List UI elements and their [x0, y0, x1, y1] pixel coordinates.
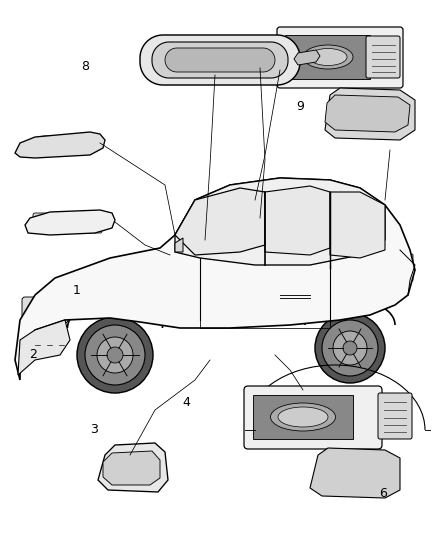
Ellipse shape [303, 45, 353, 69]
FancyBboxPatch shape [22, 297, 68, 323]
FancyBboxPatch shape [366, 36, 400, 78]
FancyBboxPatch shape [378, 393, 412, 439]
Ellipse shape [30, 136, 60, 154]
FancyBboxPatch shape [33, 213, 69, 233]
Text: 9: 9 [296, 100, 304, 113]
Polygon shape [103, 451, 160, 485]
Polygon shape [175, 238, 183, 252]
Polygon shape [15, 132, 105, 158]
Polygon shape [25, 210, 115, 235]
Circle shape [343, 341, 357, 355]
FancyBboxPatch shape [70, 213, 102, 233]
Polygon shape [265, 186, 330, 255]
Circle shape [315, 313, 385, 383]
Polygon shape [15, 178, 415, 380]
FancyBboxPatch shape [113, 456, 157, 482]
Circle shape [77, 317, 153, 393]
Polygon shape [175, 178, 385, 265]
Bar [285, 35, 370, 79]
FancyBboxPatch shape [38, 216, 63, 230]
Ellipse shape [337, 461, 379, 486]
Ellipse shape [271, 403, 336, 431]
Polygon shape [294, 50, 320, 65]
Polygon shape [330, 192, 385, 258]
Polygon shape [165, 48, 275, 72]
Polygon shape [98, 443, 168, 492]
Polygon shape [18, 320, 70, 375]
Polygon shape [310, 448, 400, 498]
Polygon shape [175, 188, 265, 255]
Ellipse shape [309, 49, 347, 66]
Text: 2: 2 [29, 348, 37, 361]
Text: 4: 4 [182, 396, 190, 409]
Circle shape [107, 347, 123, 363]
Text: 6: 6 [379, 487, 387, 499]
Bar [253, 395, 353, 439]
Ellipse shape [351, 102, 389, 124]
Ellipse shape [357, 106, 383, 120]
FancyBboxPatch shape [244, 386, 382, 449]
FancyBboxPatch shape [277, 27, 403, 88]
FancyBboxPatch shape [74, 216, 95, 230]
Ellipse shape [278, 407, 328, 427]
Text: 3: 3 [90, 423, 98, 435]
FancyBboxPatch shape [401, 254, 413, 281]
Circle shape [333, 331, 367, 365]
Circle shape [85, 325, 145, 385]
Circle shape [322, 320, 378, 376]
Polygon shape [325, 88, 415, 140]
Ellipse shape [67, 136, 89, 150]
Polygon shape [140, 35, 300, 85]
Circle shape [97, 337, 133, 373]
Text: 8: 8 [81, 60, 89, 73]
Polygon shape [152, 42, 288, 78]
Ellipse shape [343, 464, 373, 481]
Ellipse shape [312, 292, 318, 300]
Polygon shape [325, 95, 410, 132]
Text: 1: 1 [73, 284, 81, 297]
